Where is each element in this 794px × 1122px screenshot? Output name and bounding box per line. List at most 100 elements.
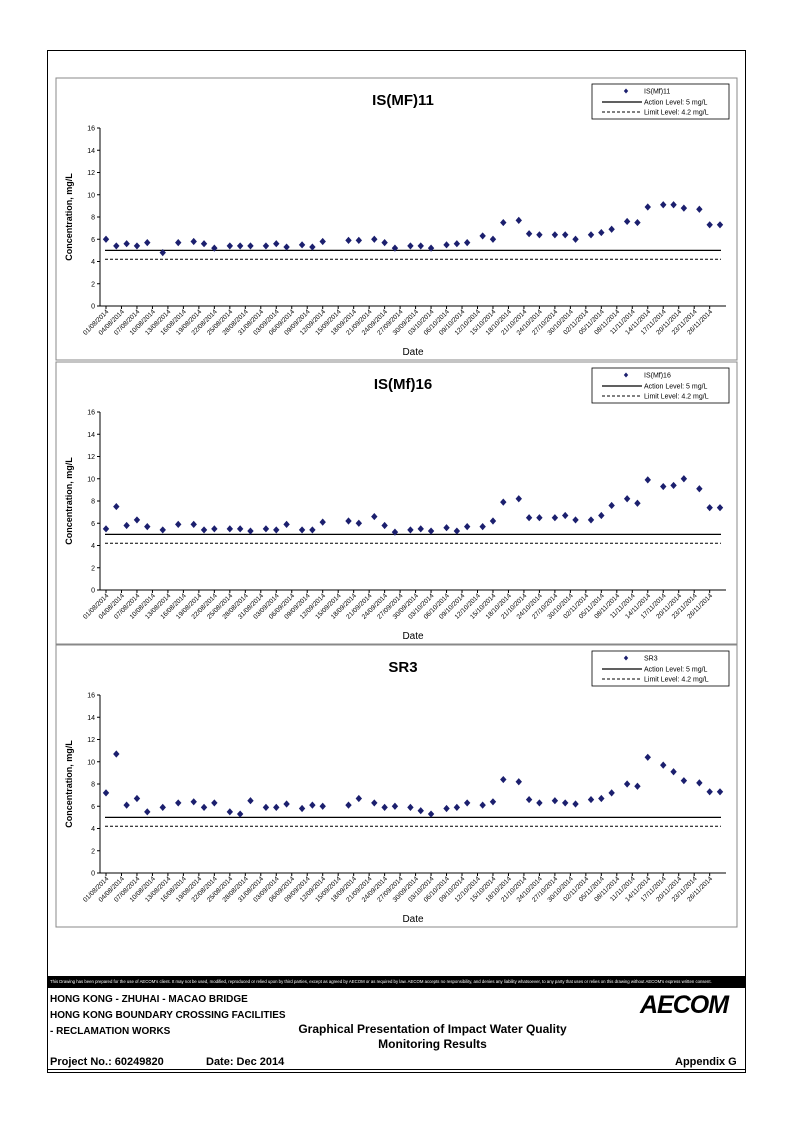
- data-point: [391, 244, 399, 252]
- data-point: [226, 525, 234, 533]
- data-point: [670, 481, 677, 490]
- data-point: [525, 514, 533, 522]
- data-point: [587, 231, 595, 239]
- data-point: [355, 519, 363, 527]
- x-axis-label: Date: [402, 914, 424, 925]
- data-point: [273, 526, 280, 534]
- appendix-label: Appendix G: [675, 1056, 737, 1068]
- data-point: [536, 514, 543, 522]
- chart-panel-2: IS(Mf)16 0 2 4 6 8 10 12 14 16 Concentration, mg/L…: [55, 361, 738, 645]
- data-point: [644, 753, 651, 761]
- data-point: [608, 501, 615, 510]
- data-point: [175, 799, 182, 807]
- project-number: Project No.: 60249820: [50, 1056, 164, 1068]
- data-point: [716, 221, 724, 229]
- legend-label: Action Level: 5 mg/L: [644, 384, 708, 391]
- data-point: [283, 800, 290, 808]
- data-point: [551, 231, 559, 239]
- drawing-frame: [47, 50, 746, 1073]
- data-point: [391, 528, 399, 536]
- y-tick-label: 14: [87, 148, 95, 155]
- data-point: [190, 237, 197, 246]
- data-point: [319, 518, 326, 526]
- data-point: [123, 521, 130, 530]
- data-point: [427, 810, 435, 818]
- data-point: [200, 526, 208, 534]
- data-point: [443, 241, 450, 249]
- data-point: [598, 511, 605, 520]
- data-point: [644, 203, 651, 211]
- data-point: [572, 516, 579, 524]
- data-point: [706, 788, 713, 796]
- data-point: [634, 499, 641, 507]
- data-point: [236, 242, 244, 250]
- data-point: [608, 225, 615, 233]
- drawing-title-line-2: Monitoring Results: [378, 1037, 487, 1051]
- y-tick-label: 8: [91, 782, 95, 789]
- y-tick-label: 4: [91, 826, 95, 833]
- disclaimer-bar: This Drawing has been prepared for the u…: [48, 976, 745, 988]
- legend-label: SR3: [644, 656, 658, 663]
- legend-label: Limit Level: 4.2 mg/L: [644, 677, 709, 684]
- data-point: [236, 525, 244, 533]
- y-tick-label: 14: [87, 432, 95, 439]
- data-point: [226, 242, 234, 250]
- data-point: [407, 803, 414, 811]
- y-tick-label: 4: [91, 543, 95, 550]
- data-point: [355, 236, 363, 244]
- chart-title: IS(MF)11: [372, 92, 434, 109]
- project-line-3: - RECLAMATION WORKS: [50, 1026, 171, 1037]
- data-point: [562, 511, 569, 520]
- data-point: [133, 242, 141, 250]
- data-point: [489, 517, 497, 525]
- data-point: [355, 794, 363, 803]
- data-point: [500, 218, 507, 227]
- project-line-2: HONG KONG BOUNDARY CROSSING FACILITIES: [50, 1010, 286, 1021]
- data-point: [407, 526, 414, 534]
- data-point: [113, 750, 120, 758]
- y-tick-label: 0: [91, 304, 95, 311]
- chart-title: IS(Mf)16: [374, 376, 432, 393]
- y-tick-label: 10: [87, 759, 95, 766]
- data-point: [660, 761, 667, 769]
- data-point: [536, 231, 543, 239]
- data-point: [551, 514, 559, 522]
- data-point: [226, 808, 234, 816]
- data-point: [113, 242, 120, 250]
- data-point: [427, 527, 435, 535]
- y-tick-label: 16: [87, 410, 95, 417]
- chart-panel-border: [55, 644, 738, 928]
- data-point: [200, 803, 208, 811]
- data-point: [680, 777, 688, 785]
- y-tick-label: 8: [91, 499, 95, 506]
- y-tick-label: 6: [91, 237, 95, 244]
- legend-label: Limit Level: 4.2 mg/L: [644, 110, 709, 117]
- data-point: [319, 802, 326, 810]
- data-point: [515, 216, 522, 224]
- chart-panel-border: [55, 77, 738, 361]
- data-point: [587, 795, 595, 804]
- data-point: [175, 520, 182, 528]
- y-tick-label: 2: [91, 281, 95, 288]
- data-point: [345, 236, 352, 244]
- footer-divider: [47, 1069, 746, 1070]
- data-point: [463, 522, 471, 531]
- drawing-date: Date: Dec 2014: [206, 1056, 285, 1068]
- data-point: [680, 475, 688, 483]
- data-point: [562, 231, 569, 239]
- data-point: [247, 242, 254, 250]
- data-point: [680, 204, 688, 212]
- data-point: [562, 799, 569, 807]
- data-point: [587, 516, 595, 524]
- y-tick-label: 6: [91, 521, 95, 528]
- y-axis-label: Concentration, mg/L: [64, 457, 74, 545]
- data-point: [525, 795, 533, 804]
- data-point: [453, 240, 461, 248]
- y-tick-label: 12: [87, 737, 95, 744]
- data-point: [623, 780, 631, 788]
- data-point: [670, 201, 677, 209]
- data-point: [371, 512, 378, 521]
- data-point: [706, 504, 713, 512]
- data-point: [572, 235, 579, 243]
- data-point: [381, 521, 388, 530]
